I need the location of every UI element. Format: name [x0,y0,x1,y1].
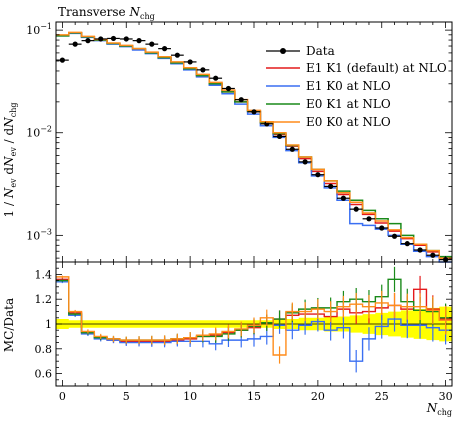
data-point [225,85,232,92]
legend-data-marker [280,48,286,54]
data-point [391,233,398,239]
data-point [328,183,334,189]
data-point [251,109,257,115]
data-point [430,252,436,258]
data-point [213,75,219,81]
data-point [136,38,142,44]
legend-e1k0-label: E1 K0 at NLO [306,79,391,93]
chart-title: Transverse Nchg [58,5,155,21]
x-tick-label: 10 [183,390,197,403]
data-point [98,36,104,42]
x-tick-label: 20 [311,390,325,403]
ratio-y-tick-label: 1 [45,318,52,331]
x-tick-label: 15 [247,390,261,403]
data-point [85,38,91,44]
legend-item-e0k0: E0 K0 at NLO [266,115,391,129]
x-tick-label: 25 [375,390,389,403]
legend-item-e1k0: E1 K0 at NLO [266,79,391,93]
data-point [149,41,155,47]
ratio-y-tick-label: 1.4 [35,268,53,281]
data-point [353,206,359,212]
legend: Data E1 K1 (default) at NLO E1 K0 at NLO… [266,44,447,129]
ratio-y-axis-label: MC/Data [2,298,16,352]
data-point [161,46,168,52]
main-y-tick-label: 10−3 [26,227,52,242]
legend-item-data: Data [266,44,335,58]
legend-item-e0k1: E0 K1 at NLO [266,97,391,111]
legend-data-label: Data [306,44,335,58]
x-axis-label-subscript: chg [437,408,452,417]
legend-e1k1-label: E1 K1 (default) at NLO [306,61,447,75]
chart-title-subscript: chg [140,12,155,21]
main-panel-frame [55,21,453,263]
x-tick-label: 0 [59,390,66,403]
main-y-tick-label: 10−1 [26,22,52,37]
chart-title-italic: N [128,5,140,19]
data-point [302,159,308,165]
chart-title-main: Transverse [58,5,129,19]
legend-item-e1k1: E1 K1 (default) at NLO [266,61,447,75]
x-tick-label: 5 [123,390,130,403]
data-point [72,41,78,47]
legend-e0k1-label: E0 K1 at NLO [306,97,391,111]
data-point [289,146,295,152]
data-point [276,133,283,140]
legend-e0k0-label: E0 K0 at NLO [306,115,391,129]
x-tick-label: 30 [439,390,453,403]
data-point [200,67,206,73]
ratio-y-tick-label: 1.2 [35,293,53,306]
x-axis-label: Nchg [426,401,452,417]
data-point [379,225,385,231]
data-point [404,241,410,247]
data-point [110,35,117,42]
main-y-axis-label: 1 / Nev dNev / dNchg [2,103,18,218]
x-axis-label-italic: N [426,401,438,415]
data-point [123,36,129,42]
data-point [340,195,347,201]
data-point [366,216,372,222]
data-point [187,59,193,65]
ratio-y-tick-label: 0.8 [35,343,53,356]
ratio-y-tick-label: 0.6 [35,368,53,381]
ratio-series-line-3 [56,276,452,356]
data-point [174,52,180,58]
data-point [315,172,321,178]
data-point [59,57,65,63]
main-y-tick-label: 10−2 [26,125,52,140]
data-point [417,247,423,253]
data-point [238,97,244,103]
